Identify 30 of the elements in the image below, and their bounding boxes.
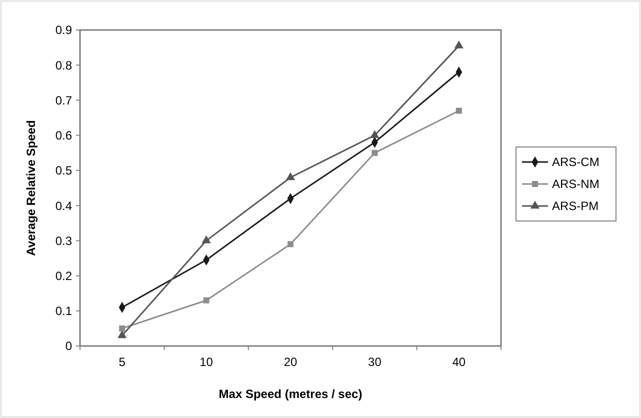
x-tick-label: 5	[118, 355, 126, 369]
x-tick-label: 40	[452, 355, 466, 369]
y-tick-label: 0.5	[55, 164, 72, 178]
y-tick-label: 0	[65, 339, 72, 354]
point	[456, 108, 462, 114]
y-axis-title: Average Relative Speed	[24, 120, 38, 256]
y-tick-label: 0.9	[55, 23, 72, 38]
legend-label: ARS-CM	[552, 155, 600, 170]
point	[372, 150, 378, 156]
y-tick-label: 0.7	[55, 93, 72, 108]
point	[119, 325, 126, 332]
point	[288, 241, 294, 248]
point	[118, 330, 127, 338]
point	[286, 172, 296, 180]
y-tick-label: 0.6	[55, 128, 72, 143]
y-tick-label: 0.4	[55, 198, 72, 213]
point	[454, 40, 464, 48]
x-tick-label: 30	[368, 355, 382, 369]
point	[203, 297, 210, 304]
y-tick-label: 0.3	[55, 234, 72, 248]
x-tick-label: 10	[200, 355, 214, 369]
y-tick-label: 0.8	[55, 58, 72, 72]
point	[370, 130, 380, 138]
legend-label: ARS-PM	[552, 199, 599, 214]
y-tick-label: 0.1	[55, 304, 72, 318]
point	[202, 235, 211, 244]
y-tick-label: 0.2	[55, 268, 72, 283]
x-tick-label: 20	[284, 355, 298, 369]
x-axis-title: Max Speed (metres / sec)	[218, 387, 362, 401]
legend-label: ARS-NM	[552, 177, 600, 192]
